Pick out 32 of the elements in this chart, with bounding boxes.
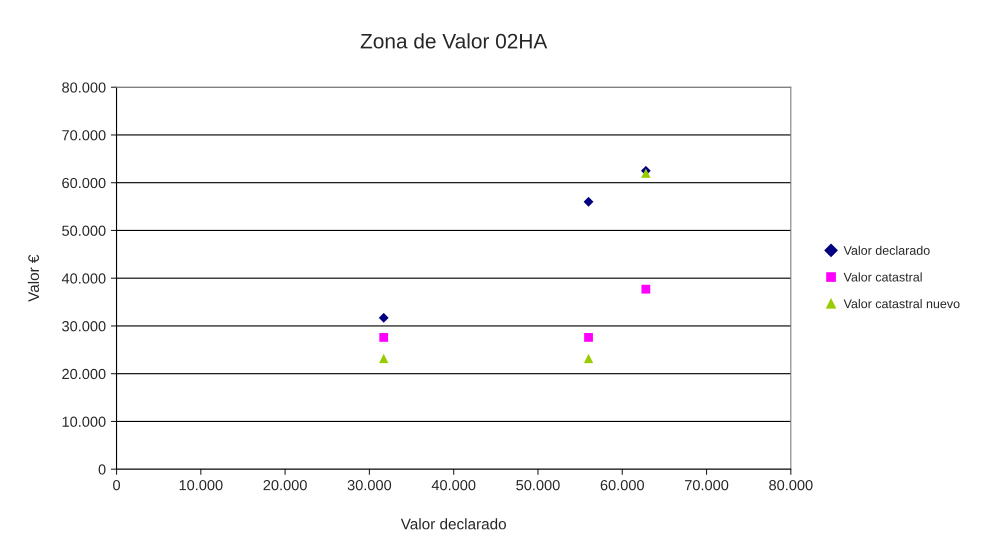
x-tick-label: 60.000 — [600, 480, 644, 490]
point — [378, 312, 389, 323]
y-tick-label: 30.000 — [62, 321, 106, 332]
y-tick-label: 0 — [98, 464, 106, 475]
x-tick-label: 40.000 — [432, 480, 476, 490]
legend-label: Valor catastral — [844, 272, 922, 282]
point — [379, 333, 388, 342]
y-tick-label: 80.000 — [62, 82, 106, 93]
point — [641, 284, 650, 294]
y-tick-label: 50.000 — [62, 226, 106, 236]
point — [584, 196, 594, 207]
point — [641, 168, 651, 178]
x-tick-label: 0 — [113, 480, 120, 490]
x-tick-label: 80.000 — [769, 480, 813, 490]
y-tick-label: 10.000 — [62, 416, 106, 427]
legend-label: Valor declarado — [844, 246, 930, 255]
x-tick-label: 20.000 — [264, 480, 307, 490]
point — [584, 354, 594, 364]
y-axis-title: Valor € — [28, 254, 40, 302]
chart-title: Zona de Valor 02HA — [360, 33, 548, 49]
x-tick-label: 10.000 — [180, 480, 223, 490]
point — [584, 333, 593, 342]
y-tick-label: 70.000 — [62, 130, 106, 140]
x-tick-label: 50.000 — [516, 480, 560, 490]
x-tick-label: 70.000 — [684, 480, 728, 490]
legend-label: Valor catastral nuevo — [844, 299, 960, 308]
y-tick-label: 20.000 — [62, 368, 106, 380]
point — [379, 354, 388, 364]
x-axis-title: Valor declarado — [400, 518, 506, 530]
y-tick-label: 40.000 — [62, 273, 106, 284]
x-tick-label: 30.000 — [348, 480, 392, 490]
y-tick-label: 60.000 — [62, 178, 106, 188]
